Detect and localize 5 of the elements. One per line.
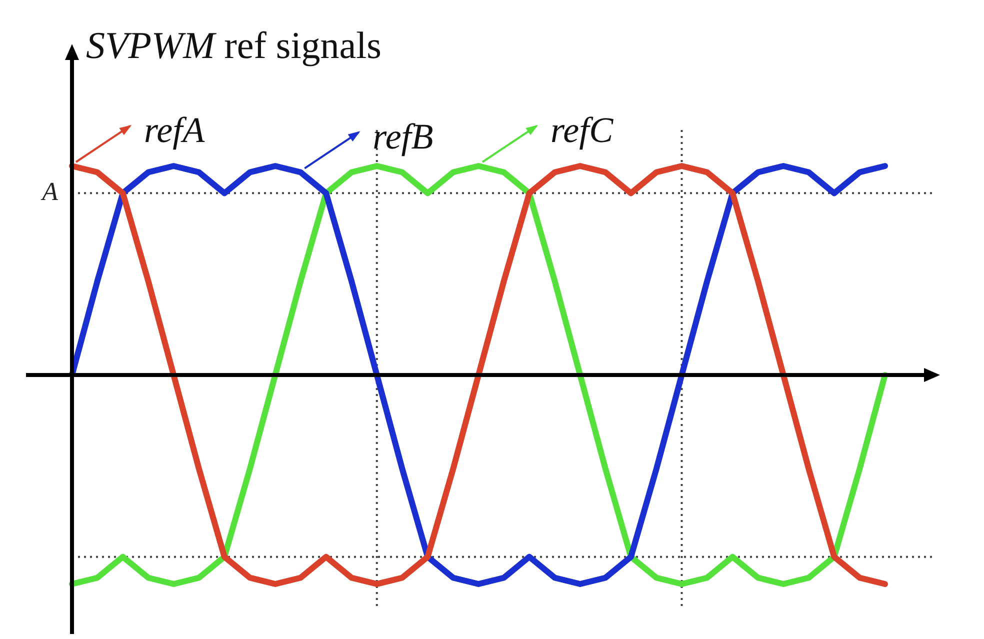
ref-line-label: A [40, 177, 58, 206]
chart-title: SVPWM ref signals [86, 25, 382, 67]
legend-label: refB [372, 116, 434, 156]
legend-label: refC [550, 110, 614, 150]
legend-label: refA [144, 110, 206, 150]
